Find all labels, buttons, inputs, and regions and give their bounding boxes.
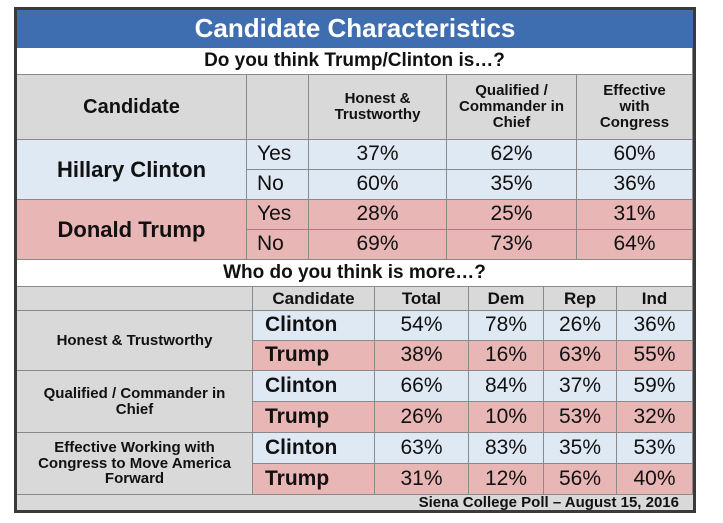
trump-yes-qualified: 25%	[447, 200, 577, 230]
group-qualified-clinton-rep: 37%	[544, 371, 617, 402]
table-title: Candidate Characteristics	[17, 10, 693, 48]
group-qualified-clinton-total: 66%	[375, 371, 469, 402]
clinton-yes-honest: 37%	[309, 140, 447, 170]
col-qualified-header: Qualified / Commander in Chief	[447, 75, 577, 140]
group-qualified-trump-dem: 10%	[469, 402, 544, 433]
group-honest-trump-name: Trump	[253, 341, 375, 371]
clinton-yes-qualified: 62%	[447, 140, 577, 170]
group-qualified-trump-ind: 32%	[617, 402, 693, 433]
group-qualified-clinton-ind: 59%	[617, 371, 693, 402]
candidate-header: Candidate	[17, 75, 247, 140]
section2-question: Who do you think is more…?	[17, 260, 693, 287]
poll-table: Candidate Characteristics Do you think T…	[14, 7, 696, 513]
trump-no-effective: 64%	[577, 230, 693, 260]
group-qualified-clinton-name: Clinton	[253, 371, 375, 402]
group-qualified-trump-total: 26%	[375, 402, 469, 433]
group-effective-clinton-name: Clinton	[253, 433, 375, 464]
trump-yes-effective: 31%	[577, 200, 693, 230]
col-rep-header: Rep	[544, 287, 617, 311]
group-qualified-trump-rep: 53%	[544, 402, 617, 433]
clinton-no-honest: 60%	[309, 170, 447, 200]
group-honest-trump-total: 38%	[375, 341, 469, 371]
group-effective-clinton-total: 63%	[375, 433, 469, 464]
group-honest-trump-dem: 16%	[469, 341, 544, 371]
group-effective-clinton-rep: 35%	[544, 433, 617, 464]
clinton-candidate-label: Hillary Clinton	[17, 140, 247, 200]
clinton-no-qualified: 35%	[447, 170, 577, 200]
group-qualified-clinton-dem: 84%	[469, 371, 544, 402]
source-footer: Siena College Poll – August 15, 2016	[17, 494, 693, 510]
group-honest-clinton-name: Clinton	[253, 311, 375, 341]
trump-yes-label: Yes	[247, 200, 309, 230]
yes-no-header	[247, 75, 309, 140]
group-honest-trump-rep: 63%	[544, 341, 617, 371]
group-effective-trump-rep: 56%	[544, 464, 617, 495]
group-honest-trump-ind: 55%	[617, 341, 693, 371]
col-ind-header: Ind	[617, 287, 693, 311]
col-effective-header: Effective with Congress	[577, 75, 693, 140]
group-qualified-trump-name: Trump	[253, 402, 375, 433]
trump-no-honest: 69%	[309, 230, 447, 260]
group-honest-clinton-ind: 36%	[617, 311, 693, 341]
trump-no-label: No	[247, 230, 309, 260]
clinton-yes-label: Yes	[247, 140, 309, 170]
group-effective-label: Effective Working with Congress to Move …	[17, 433, 253, 495]
section1-question: Do you think Trump/Clinton is…?	[17, 48, 693, 75]
group-qualified-label: Qualified / Commander in Chief	[17, 371, 253, 433]
trump-no-qualified: 73%	[447, 230, 577, 260]
group-effective-trump-name: Trump	[253, 464, 375, 495]
group-effective-trump-ind: 40%	[617, 464, 693, 495]
group-effective-clinton-ind: 53%	[617, 433, 693, 464]
clinton-no-effective: 36%	[577, 170, 693, 200]
group-honest-clinton-total: 54%	[375, 311, 469, 341]
col-dem-header: Dem	[469, 287, 544, 311]
group-honest-label: Honest & Trustworthy	[17, 311, 253, 371]
col-honest-header: Honest & Trustworthy	[309, 75, 447, 140]
group-honest-clinton-dem: 78%	[469, 311, 544, 341]
group-effective-clinton-dem: 83%	[469, 433, 544, 464]
col-candidate-header: Candidate	[253, 287, 375, 311]
col-total-header: Total	[375, 287, 469, 311]
trump-candidate-label: Donald Trump	[17, 200, 247, 260]
group-honest-clinton-rep: 26%	[544, 311, 617, 341]
group-effective-trump-total: 31%	[375, 464, 469, 495]
trump-yes-honest: 28%	[309, 200, 447, 230]
clinton-no-label: No	[247, 170, 309, 200]
clinton-yes-effective: 60%	[577, 140, 693, 170]
section2-corner	[17, 287, 253, 311]
group-effective-trump-dem: 12%	[469, 464, 544, 495]
